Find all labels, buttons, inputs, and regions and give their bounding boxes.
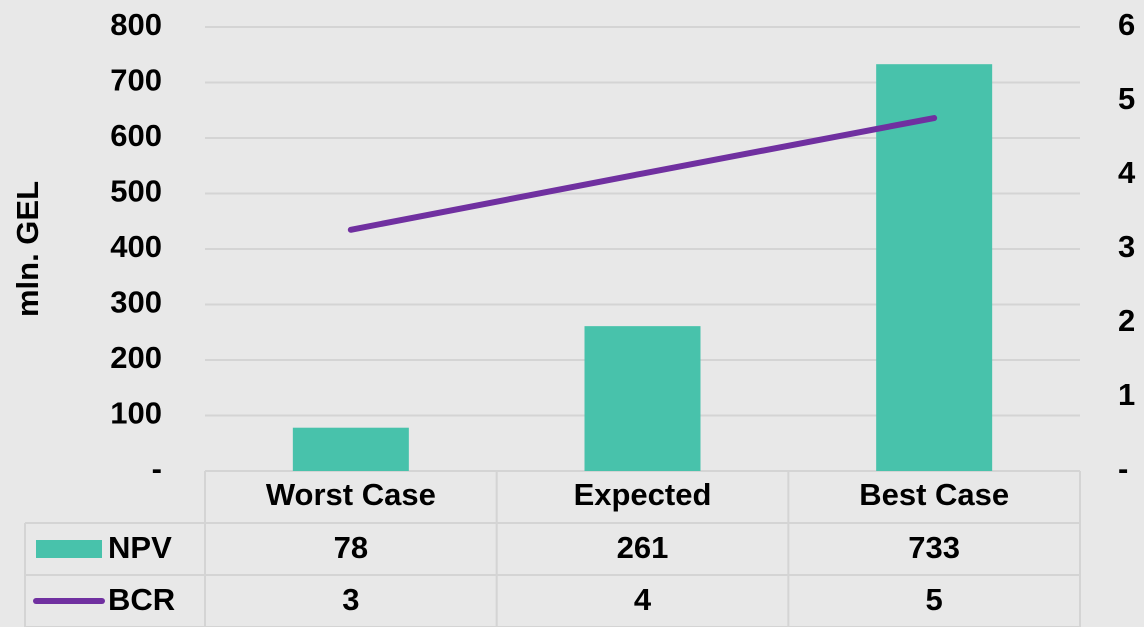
y2-tick-label: - <box>1118 451 1128 486</box>
table-value: 5 <box>926 582 943 617</box>
x-tick-label: Best Case <box>859 477 1009 512</box>
y2-tick-label: 2 <box>1118 303 1135 338</box>
y-tick-label: 300 <box>110 285 162 320</box>
x-tick-label: Worst Case <box>266 477 436 512</box>
bar <box>584 326 701 471</box>
y-tick-label: 700 <box>110 63 162 98</box>
y-tick-label: 600 <box>110 118 162 153</box>
table-value: 4 <box>634 582 652 617</box>
legend-label: NPV <box>108 530 172 565</box>
y-tick-label: 500 <box>110 174 162 209</box>
y2-tick-label: 6 <box>1118 7 1135 42</box>
table-value: 78 <box>334 530 368 565</box>
table-value: 3 <box>342 582 359 617</box>
y-tick-label: 800 <box>110 7 162 42</box>
x-tick-label: Expected <box>574 477 712 512</box>
bar <box>876 64 993 471</box>
line <box>347 115 938 233</box>
y2-tick-label: 4 <box>1118 155 1136 190</box>
table-value: 261 <box>617 530 669 565</box>
y2-tick-label: 1 <box>1118 377 1135 412</box>
y-tick-label: 400 <box>110 229 162 264</box>
table-value: 733 <box>908 530 960 565</box>
legend-label: BCR <box>108 582 175 617</box>
y-tick-label: 100 <box>110 396 162 431</box>
y2-tick-label: 5 <box>1118 81 1135 116</box>
y-tick-label: 200 <box>110 340 162 375</box>
legend-key <box>36 540 102 558</box>
y2-tick-label: 3 <box>1118 229 1135 264</box>
bar <box>292 427 409 471</box>
y-tick-label: - <box>152 451 162 486</box>
y-axis-label: mln. GEL <box>10 181 45 317</box>
